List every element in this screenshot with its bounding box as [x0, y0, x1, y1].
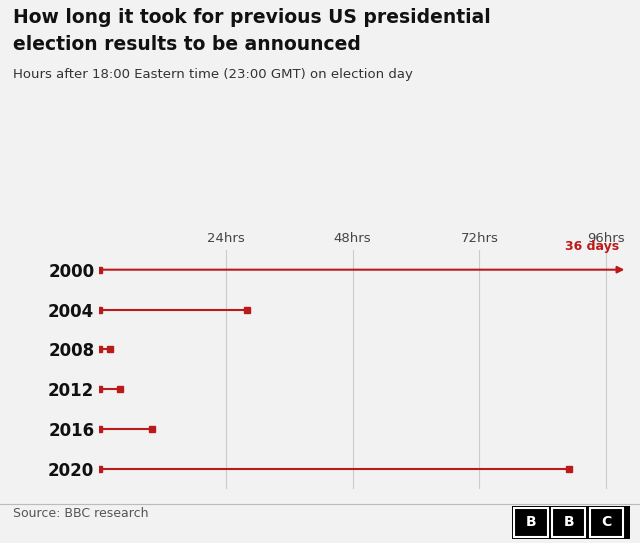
Text: B: B	[525, 515, 536, 529]
Text: Source: BBC research: Source: BBC research	[13, 507, 148, 520]
Text: election results to be announced: election results to be announced	[13, 35, 361, 54]
Text: C: C	[602, 515, 612, 529]
Text: How long it took for previous US presidential: How long it took for previous US preside…	[13, 8, 490, 27]
Text: 36 days: 36 days	[565, 240, 620, 253]
Text: Hours after 18:00 Eastern time (23:00 GMT) on election day: Hours after 18:00 Eastern time (23:00 GM…	[13, 68, 413, 81]
Bar	[515, 508, 548, 536]
Bar	[552, 508, 586, 536]
Text: B: B	[563, 515, 574, 529]
Bar	[590, 508, 623, 536]
